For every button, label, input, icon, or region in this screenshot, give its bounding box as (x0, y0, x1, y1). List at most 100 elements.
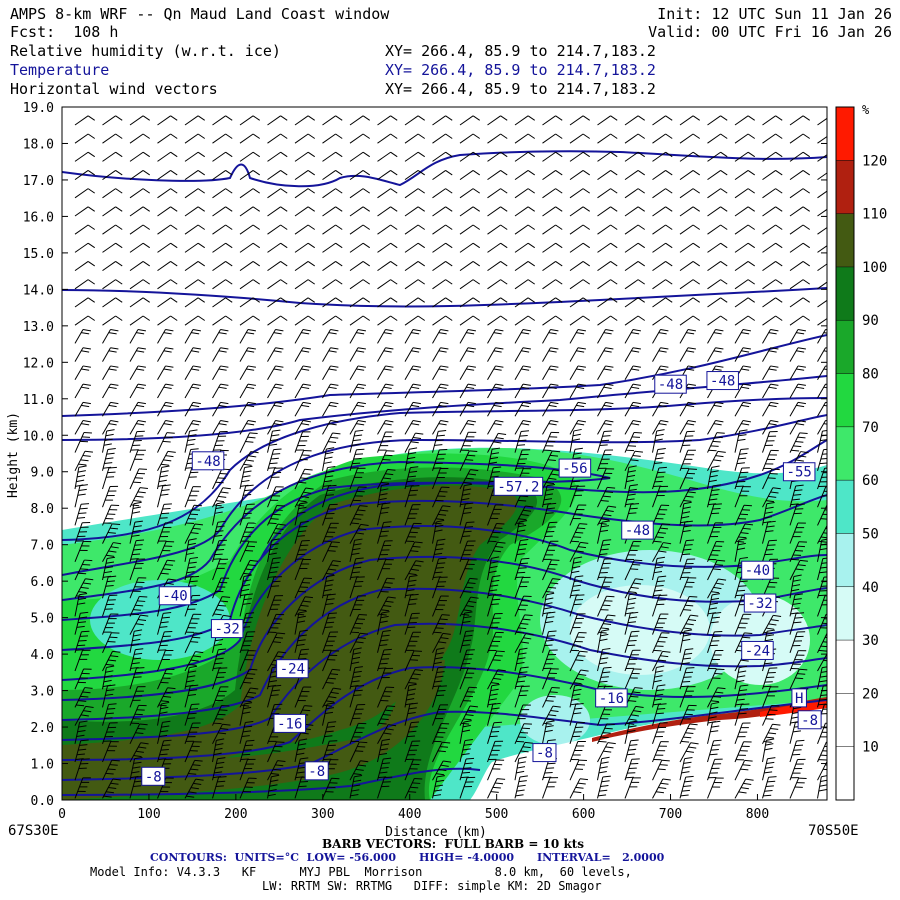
wind-barb-feather (796, 423, 805, 426)
wind-barb-feather (390, 206, 398, 212)
wind-barb (404, 541, 416, 563)
wind-barb (377, 206, 391, 217)
wind-barb-feather (305, 487, 314, 490)
wind-barb (707, 261, 721, 272)
wind-barb-feather (82, 563, 91, 566)
field-xy-rh: XY= 266.4, 85.9 to 214.7,183.2 (385, 42, 656, 60)
wind-barb-feather (188, 670, 197, 673)
wind-barb (514, 329, 524, 344)
wind-barb-feather (685, 750, 694, 753)
wind-barb (789, 669, 800, 690)
colorbar-label: 120 (862, 153, 887, 169)
wind-barb (789, 133, 804, 144)
wind-barb-feather (142, 297, 151, 303)
wind-barb-feather (216, 761, 225, 764)
wind-barb-feather (637, 297, 646, 303)
wind-barb-feather (108, 575, 117, 578)
wind-barb-feather (131, 534, 140, 537)
colorbar-segment (836, 213, 854, 267)
wind-barb-feather (357, 509, 366, 512)
wind-barb-feather (104, 438, 113, 441)
wind-barb (624, 650, 633, 672)
wind-barb (514, 704, 524, 726)
wind-barb-feather (823, 659, 827, 662)
wind-barb (679, 540, 687, 562)
wind-barb (129, 522, 136, 544)
wind-barb (432, 742, 443, 763)
wind-barb-feather (220, 347, 229, 350)
wind-barb-feather (186, 443, 195, 446)
wind-barb (239, 669, 250, 690)
wind-barb-feather (601, 629, 610, 632)
wind-barb-feather (356, 332, 365, 335)
wind-barb (487, 420, 496, 435)
wind-barb-feather (439, 746, 449, 748)
wind-barb-feather (742, 401, 751, 405)
wind-barb-feather (493, 350, 502, 353)
wind-barb (514, 261, 529, 272)
wind-barb (734, 595, 743, 617)
wind-barb-feather (598, 740, 607, 743)
wind-barb (212, 261, 226, 272)
wind-barb-feather (133, 548, 142, 551)
wind-barb-feather (105, 772, 114, 775)
wind-barb-feather (820, 536, 827, 539)
wind-barb-feather (610, 133, 618, 139)
wind-barb-feather (626, 479, 635, 483)
wind-barb-feather (131, 771, 140, 774)
wind-barb-feather (720, 115, 728, 121)
wind-barb (184, 741, 195, 763)
wind-barb-feather (135, 750, 144, 753)
wind-barb (267, 365, 276, 381)
wind-barb-feather (406, 480, 415, 483)
wind-barb-feather (220, 728, 229, 730)
wind-barb-feather (243, 749, 252, 751)
wind-barb (212, 329, 221, 344)
wind-barb (294, 686, 304, 708)
wind-barb (129, 577, 139, 599)
wind-barb-feather (82, 455, 91, 457)
wind-barb-feather (605, 365, 614, 368)
wind-barb-feather (802, 224, 811, 230)
wind-barb-feather (797, 420, 806, 423)
wind-barb (624, 347, 634, 362)
wind-barb-feather (325, 494, 334, 496)
wind-barb-feather (330, 691, 339, 695)
wind-barb-feather (217, 544, 226, 546)
wind-barb-feather (385, 401, 394, 405)
wind-barb-feather (433, 661, 442, 665)
wind-barb-feather (658, 787, 667, 790)
wind-barb-feather (445, 242, 453, 249)
wind-barb-feather (720, 224, 728, 230)
wind-barb (569, 206, 584, 217)
wind-barb (707, 504, 715, 526)
wind-barb-feather (740, 532, 749, 534)
wind-barb-feather (445, 206, 453, 212)
wind-barb (102, 151, 116, 162)
wind-barb-feather (351, 661, 360, 665)
wind-barb-feather (547, 635, 556, 637)
wind-barb-feather (710, 706, 719, 710)
wind-barb-feather (766, 738, 775, 741)
y-tick-label: 6.0 (31, 575, 54, 590)
wind-barb (294, 777, 302, 799)
wind-barb-feather (467, 709, 476, 712)
wind-barb-feather (244, 489, 253, 492)
wind-barb-feather (740, 768, 749, 771)
wind-barb-feather (362, 261, 371, 267)
wind-barb-feather (362, 115, 371, 121)
wind-barb (734, 576, 742, 599)
wind-barb (597, 742, 609, 763)
wind-barb-feather (307, 206, 316, 212)
wind-barb-feather (630, 459, 639, 462)
wind-barb-feather (275, 347, 284, 350)
wind-barb (129, 540, 137, 562)
wind-barb-feather (325, 579, 334, 582)
wind-barb (734, 347, 744, 362)
wind-barb-feather (412, 365, 421, 368)
wind-barb-feather (599, 638, 608, 642)
wind-barb-feather (242, 753, 251, 756)
wind-barb (707, 329, 716, 344)
wind-barb-feather (213, 613, 222, 616)
wind-barb-feather (550, 420, 559, 423)
